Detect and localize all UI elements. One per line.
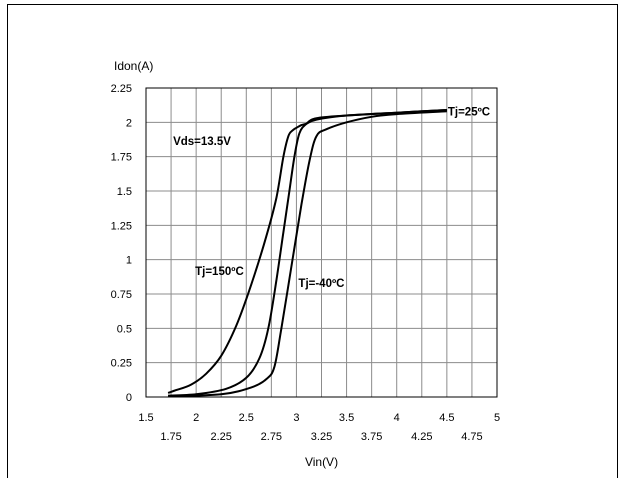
x-tick-label-upper: 1.5	[138, 412, 153, 424]
x-tick-label-lower: 1.75	[160, 431, 181, 443]
x-tick-label-lower: 4.25	[411, 431, 432, 443]
y-tick-label: 0	[126, 392, 132, 404]
y-tick-label: 1	[126, 255, 132, 267]
x-tick-label-lower: 4.75	[461, 431, 482, 443]
plot-area-border	[145, 87, 498, 398]
annotation-vds: Vds=13.5V	[173, 136, 231, 148]
curves	[167, 109, 447, 398]
y-tick-label: 1.75	[111, 152, 132, 164]
annotation-tj-minus40c: Tj=-40ºC	[298, 278, 344, 290]
y-tick-label: 0.5	[117, 323, 132, 335]
x-axis-title: Vin(V)	[305, 455, 338, 469]
y-tick-label: 1.25	[111, 220, 132, 232]
x-tick-label-upper: 5	[494, 412, 500, 424]
annotation-tj-25c: Tj=25ºC	[448, 106, 490, 118]
annotation-tj-150c: Tj=150ºC	[195, 266, 244, 278]
x-tick-label-upper: 3.5	[339, 412, 354, 424]
x-tick-label-lower: 3.75	[361, 431, 382, 443]
y-tick-label: 2.25	[111, 83, 132, 95]
tick-labels: 0 0.25 0.5 0.75 1 1.25 1.5 1.75 2 2.25 1.5 2 2.5 3 3.5…	[111, 83, 500, 443]
x-tick-label-upper: 2	[193, 412, 199, 424]
curve-series-2	[168, 110, 447, 398]
x-tick-label-upper: 2.5	[239, 412, 254, 424]
x-tick-label-upper: 3	[293, 412, 299, 424]
x-tick-label-lower: 2.75	[261, 431, 282, 443]
y-tick-label: 1.5	[117, 186, 132, 198]
y-axis-title: Idon(A)	[114, 59, 153, 73]
y-tick-label: 0.25	[111, 358, 132, 370]
x-tick-label-upper: 4	[394, 412, 400, 424]
grid	[146, 88, 497, 397]
y-tick-label: 2	[126, 117, 132, 129]
x-tick-label-upper: 4.5	[439, 412, 454, 424]
curve-series-0	[167, 109, 447, 394]
y-tick-label: 0.75	[111, 289, 132, 301]
x-tick-label-lower: 2.25	[211, 431, 232, 443]
curve-series-1	[168, 109, 447, 397]
x-tick-label-lower: 3.25	[311, 431, 332, 443]
